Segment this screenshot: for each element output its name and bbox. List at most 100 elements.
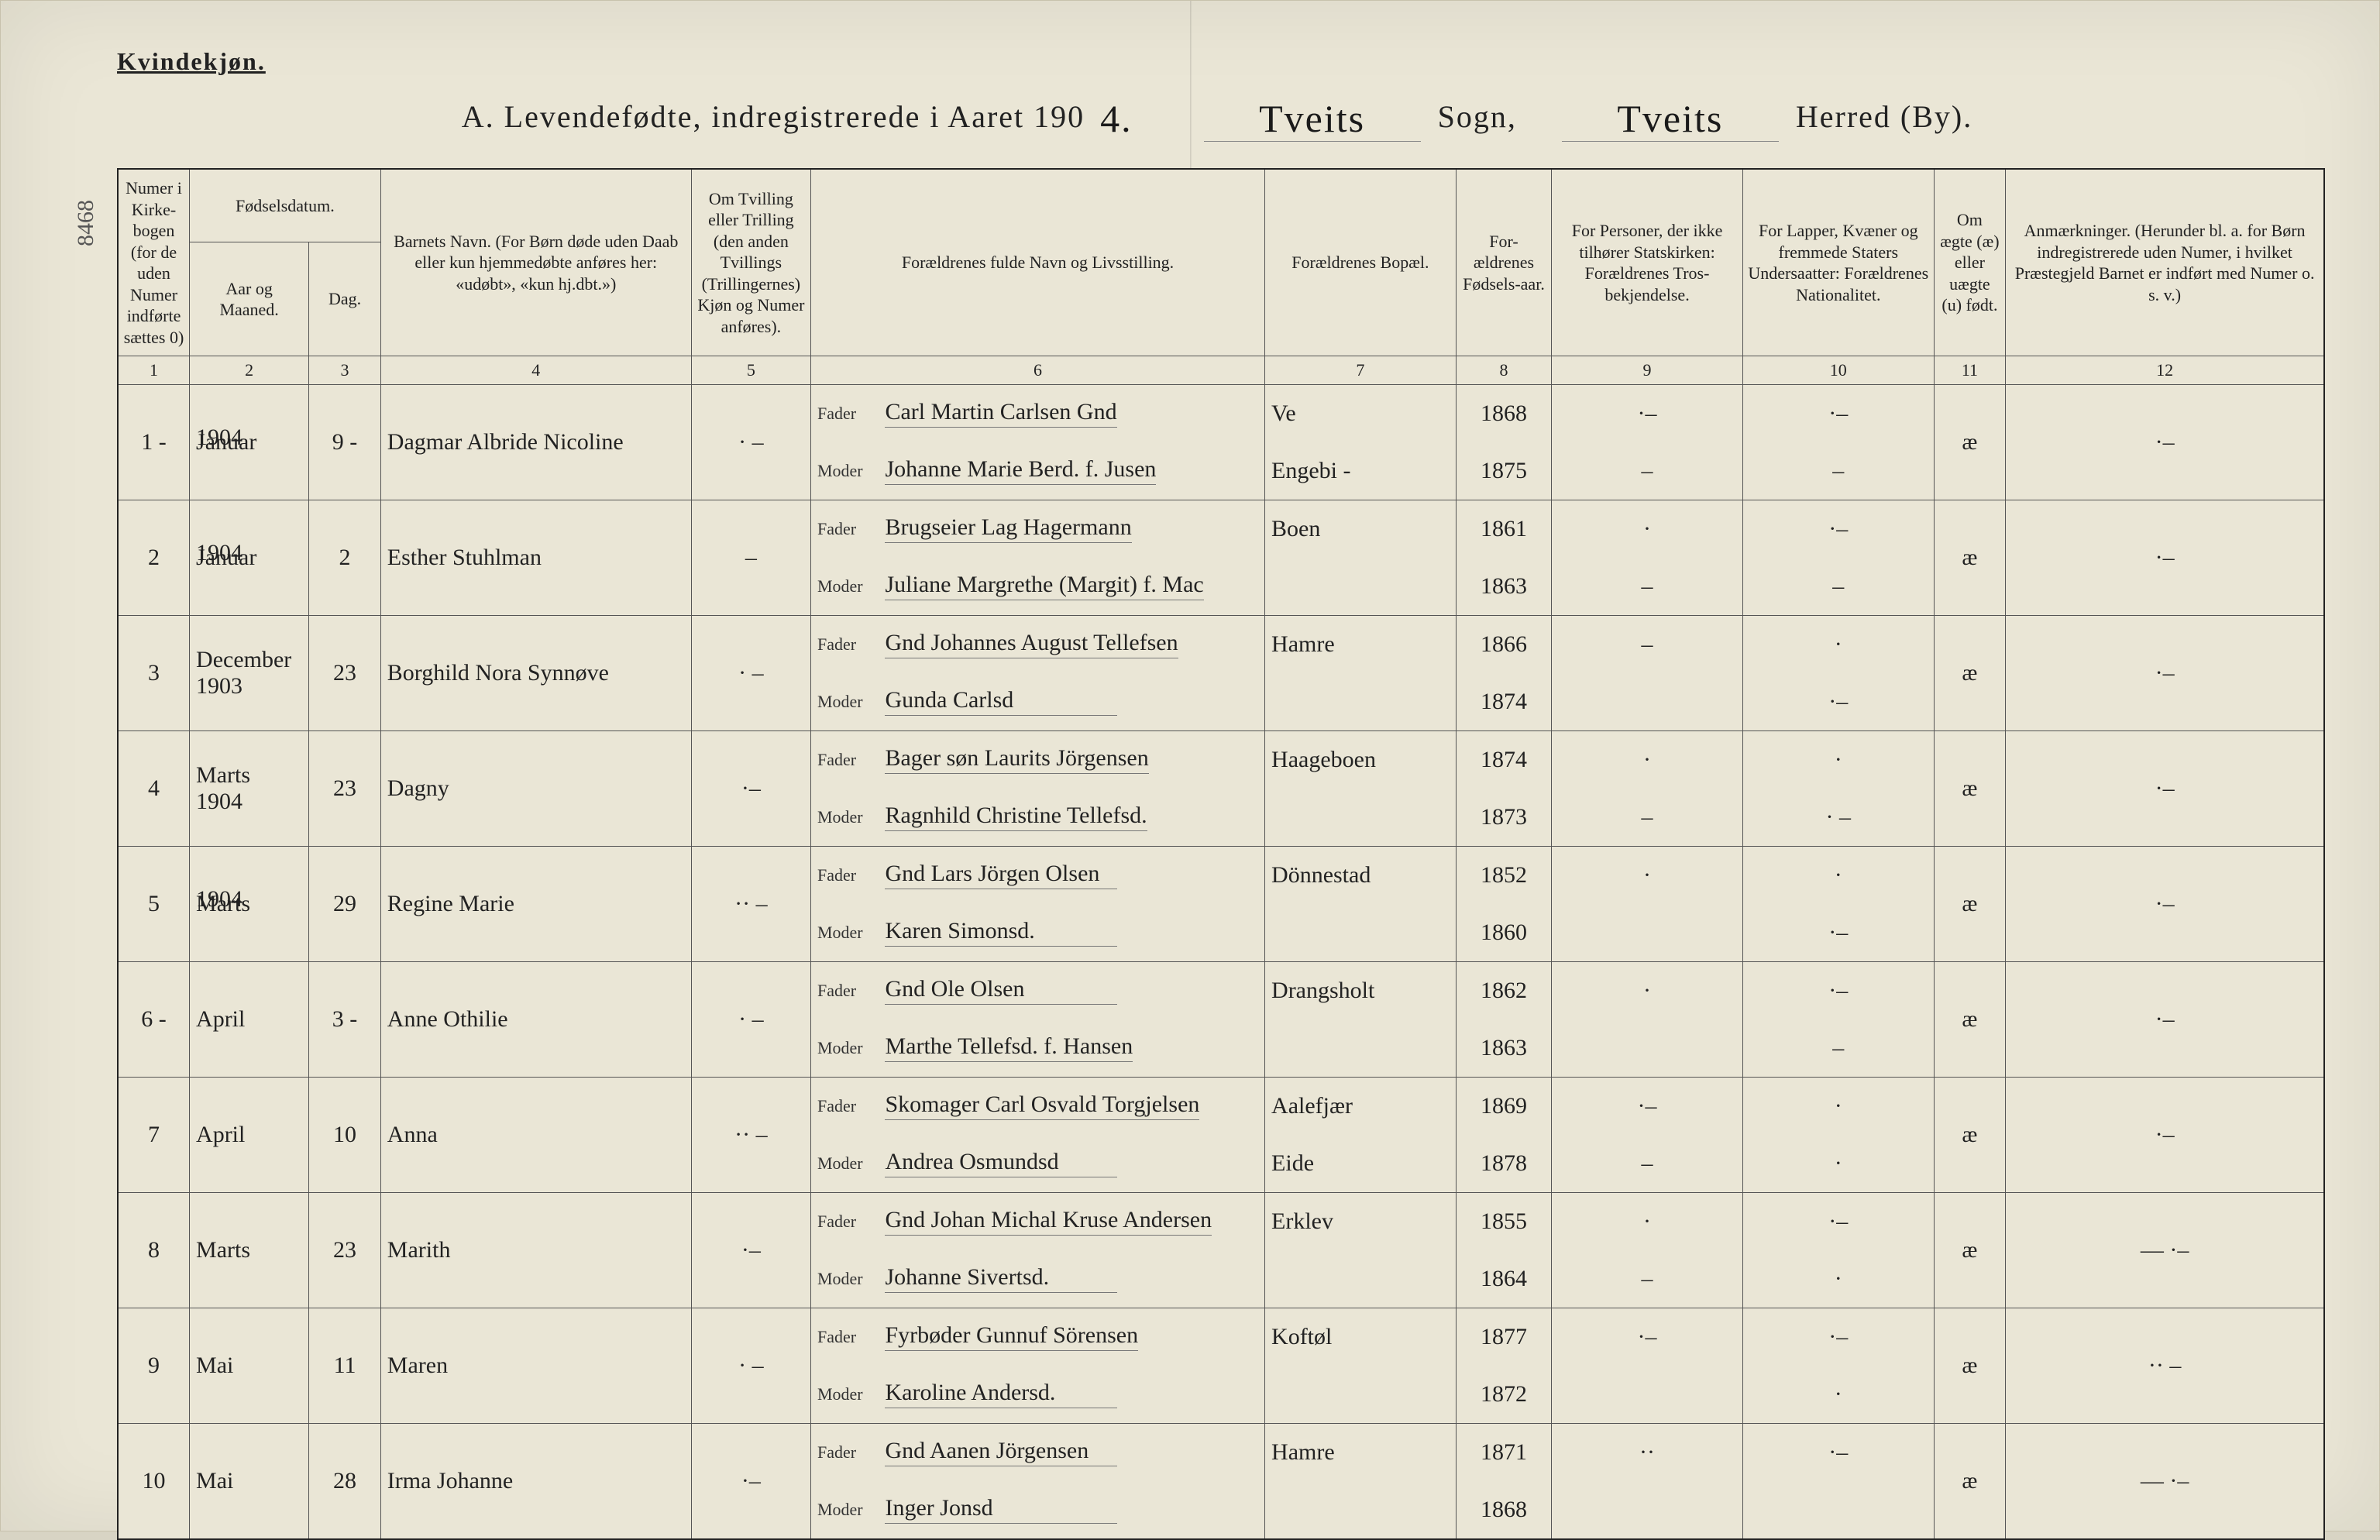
col-num: 11 xyxy=(1934,356,2006,385)
col-num: 9 xyxy=(1552,356,1743,385)
herred-label: Herred (By). xyxy=(1796,98,1972,135)
remarks: ·– xyxy=(2006,615,2324,730)
child-name: Irma Johanne xyxy=(380,1423,691,1539)
entry-number: 9 xyxy=(118,1308,190,1423)
col-11-header: Om ægte (æ) eller uægte (u) født. xyxy=(1934,169,2006,356)
twin-cell: ·– xyxy=(691,1192,810,1308)
birthyear-bot: 1868 xyxy=(1456,1481,1551,1539)
col-num: 3 xyxy=(309,356,381,385)
bopel-top: Drangsholt xyxy=(1265,961,1457,1019)
parents-moder: Moder Inger Jonsd xyxy=(810,1481,1264,1539)
bopel-bot xyxy=(1265,789,1457,847)
fader-label: Fader xyxy=(817,981,879,1001)
bopel-top: Boen xyxy=(1265,500,1457,558)
nat-top: · xyxy=(1742,615,1934,673)
tros-bot: – xyxy=(1552,442,1743,500)
col-8-header: For-ældrenes Fødsels-aar. xyxy=(1456,169,1551,356)
parents-fader: Fader Fyrbøder Gunnuf Sörensen xyxy=(810,1308,1264,1366)
parents-fader: Fader Gnd Johannes August Tellefsen xyxy=(810,615,1264,673)
fader-name: Gnd Ole Olsen xyxy=(885,976,1117,1005)
fader-label: Fader xyxy=(817,1442,879,1463)
day-cell: 28 xyxy=(309,1423,381,1539)
year-hint: 1904 xyxy=(196,540,242,566)
moder-name: Andrea Osmundsd xyxy=(885,1149,1117,1177)
tros-bot: – xyxy=(1552,558,1743,616)
birthyear-top: 1877 xyxy=(1456,1308,1551,1366)
parents-moder: Moder Johanne Sivertsd. xyxy=(810,1250,1264,1308)
tros-top: · xyxy=(1552,500,1743,558)
moder-name: Gunda Carlsd xyxy=(885,687,1117,716)
col-num: 5 xyxy=(691,356,810,385)
moder-label: Moder xyxy=(817,461,879,481)
register-title: A. Levendefødte, indregistrerede i Aaret… xyxy=(117,91,2325,137)
col-num: 10 xyxy=(1742,356,1934,385)
table-row: 9Mai11Maren· –Fader Fyrbøder Gunnuf Söre… xyxy=(118,1308,2324,1366)
moder-label: Moder xyxy=(817,1038,879,1058)
fader-name: Gnd Johannes August Tellefsen xyxy=(885,630,1178,658)
month-text: Marts xyxy=(196,1237,250,1263)
entry-number: 5 xyxy=(118,846,190,961)
twin-cell: ·· – xyxy=(691,846,810,961)
birthyear-bot: 1878 xyxy=(1456,1135,1551,1193)
nat-top: · xyxy=(1742,730,1934,789)
table-row: 7April10Anna·· –Fader Skomager Carl Osva… xyxy=(118,1077,2324,1135)
child-name: Regine Marie xyxy=(380,846,691,961)
tros-top: ·– xyxy=(1552,384,1743,442)
fader-name: Bager søn Laurits Jörgensen xyxy=(885,745,1148,774)
table-row: 21904Januar2Esther Stuhlman–Fader Brugse… xyxy=(118,500,2324,558)
twin-cell: · – xyxy=(691,615,810,730)
col-num: 6 xyxy=(810,356,1264,385)
parents-fader: Fader Carl Martin Carlsen Gnd xyxy=(810,384,1264,442)
tros-bot xyxy=(1552,673,1743,731)
col-6-header: Forældrenes fulde Navn og Livsstilling. xyxy=(810,169,1264,356)
twin-cell: · – xyxy=(691,384,810,500)
entry-number: 10 xyxy=(118,1423,190,1539)
nat-bot: · xyxy=(1742,1250,1934,1308)
month-cell: Marts 1904 xyxy=(190,730,309,846)
remarks: ·– xyxy=(2006,846,2324,961)
birthyear-top: 1866 xyxy=(1456,615,1551,673)
legitimacy: æ xyxy=(1934,500,2006,615)
birthyear-top: 1861 xyxy=(1456,500,1551,558)
bopel-bot xyxy=(1265,1481,1457,1539)
remarks: ·· – xyxy=(2006,1308,2324,1423)
child-name: Anne Othilie xyxy=(380,961,691,1077)
parents-moder: Moder Marthe Tellefsd. f. Hansen xyxy=(810,1019,1264,1078)
year-hint: 1904 xyxy=(196,425,242,451)
bopel-top: Aalefjær xyxy=(1265,1077,1457,1135)
sogn-label: Sogn, xyxy=(1438,98,1517,135)
table-row: 6 -April3 -Anne Othilie· –Fader Gnd Ole … xyxy=(118,961,2324,1019)
legitimacy: æ xyxy=(1934,730,2006,846)
tros-bot xyxy=(1552,1019,1743,1078)
parents-fader: Fader Bager søn Laurits Jörgensen xyxy=(810,730,1264,789)
parents-fader: Fader Gnd Aanen Jörgensen xyxy=(810,1423,1264,1481)
tros-bot: – xyxy=(1552,789,1743,847)
legitimacy: æ xyxy=(1934,846,2006,961)
month-text: April xyxy=(196,1006,245,1032)
parents-fader: Fader Brugseier Lag Hagermann xyxy=(810,500,1264,558)
bopel-top: Haageboen xyxy=(1265,730,1457,789)
birthyear-bot: 1863 xyxy=(1456,1019,1551,1078)
legitimacy: æ xyxy=(1934,615,2006,730)
birthyear-bot: 1863 xyxy=(1456,558,1551,616)
tros-top: · xyxy=(1552,846,1743,904)
fader-label: Fader xyxy=(817,1096,879,1116)
moder-name: Johanne Marie Berd. f. Jusen xyxy=(885,456,1156,485)
nat-bot: · xyxy=(1742,1135,1934,1193)
nat-top: ·– xyxy=(1742,1192,1934,1250)
birthyear-top: 1869 xyxy=(1456,1077,1551,1135)
month-cell: Mai xyxy=(190,1423,309,1539)
parents-fader: Fader Gnd Lars Jörgen Olsen xyxy=(810,846,1264,904)
day-cell: 9 - xyxy=(309,384,381,500)
tros-top: ·– xyxy=(1552,1077,1743,1135)
table-head: Numer i Kirke-bogen (for de uden Numer i… xyxy=(118,169,2324,384)
moder-name: Inger Jonsd xyxy=(885,1495,1117,1524)
birthyear-top: 1871 xyxy=(1456,1423,1551,1481)
bopel-bot xyxy=(1265,1250,1457,1308)
day-cell: 2 xyxy=(309,500,381,615)
table-body: 1 -1904Januar9 -Dagmar Albride Nicoline·… xyxy=(118,384,2324,1539)
birthyear-bot: 1872 xyxy=(1456,1366,1551,1424)
bopel-top: Dönnestad xyxy=(1265,846,1457,904)
col-10-header: For Lapper, Kvæner og fremmede Staters U… xyxy=(1742,169,1934,356)
child-name: Dagny xyxy=(380,730,691,846)
